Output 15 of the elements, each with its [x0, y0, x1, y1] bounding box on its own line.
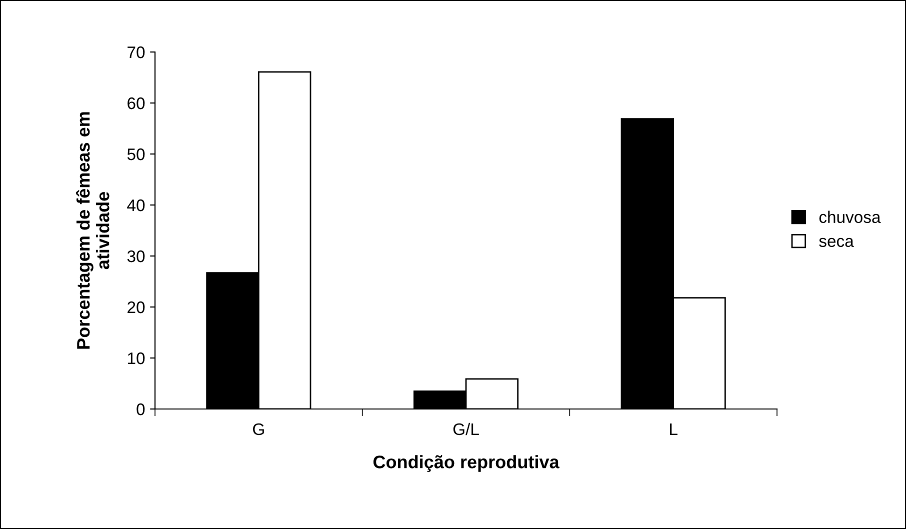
y-tick-label: 10 [128, 352, 145, 364]
y-tick-label: 40 [127, 199, 145, 212]
x-axis-title: Condição reprodutiva [373, 455, 560, 472]
legend-label: seca [819, 238, 854, 247]
y-tick-label: 70 [128, 46, 145, 58]
x-tick-label: G [253, 423, 264, 436]
legend-label: chuvosa [819, 210, 881, 224]
y-tick-label: 30 [127, 250, 145, 262]
y-tick-label: 60 [128, 97, 145, 110]
y-tick-label: 20 [128, 301, 145, 314]
x-tick-label: L [670, 424, 678, 435]
y-tick-label: 50 [127, 148, 145, 160]
y-tick-label: 0 [136, 403, 145, 416]
x-tick-label: G/L [453, 422, 479, 436]
y-axis-title: Porcentagem de fêmeas em atividade [76, 112, 110, 349]
